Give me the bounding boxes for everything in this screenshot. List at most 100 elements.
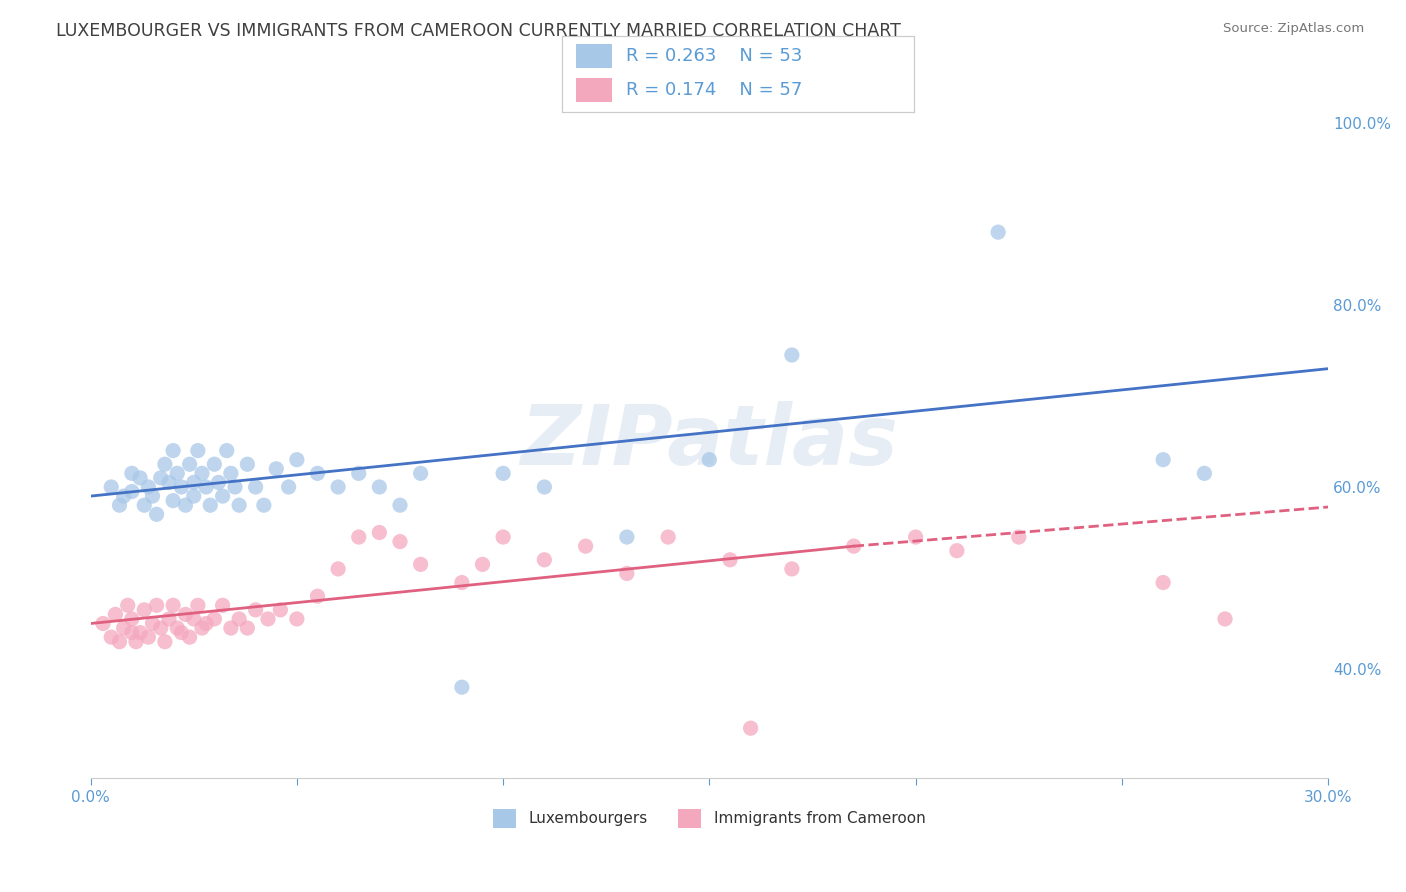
Point xyxy=(183,489,205,503)
Point xyxy=(533,553,555,567)
Point xyxy=(326,480,349,494)
Point xyxy=(492,530,515,544)
Point xyxy=(125,634,148,648)
Point xyxy=(368,480,391,494)
Point xyxy=(616,566,638,581)
Point xyxy=(215,443,238,458)
Point xyxy=(179,457,201,471)
Point xyxy=(699,452,721,467)
Point xyxy=(121,612,143,626)
Point xyxy=(347,467,370,481)
Point xyxy=(409,558,432,572)
Point xyxy=(264,462,287,476)
Point xyxy=(162,599,184,613)
Point xyxy=(162,493,184,508)
Point xyxy=(121,625,143,640)
Point xyxy=(121,484,143,499)
Point xyxy=(388,534,411,549)
Point xyxy=(219,621,242,635)
Point xyxy=(842,539,865,553)
Point xyxy=(183,612,205,626)
Point xyxy=(108,634,131,648)
Point xyxy=(157,475,180,490)
Point xyxy=(616,530,638,544)
Point xyxy=(141,616,163,631)
Point xyxy=(409,467,432,481)
Point xyxy=(104,607,127,622)
Point xyxy=(187,599,209,613)
Point xyxy=(149,471,172,485)
Point xyxy=(145,508,167,522)
Point xyxy=(780,562,803,576)
Point xyxy=(166,467,188,481)
Point xyxy=(157,612,180,626)
FancyBboxPatch shape xyxy=(576,44,612,69)
Point xyxy=(347,530,370,544)
Point xyxy=(200,498,222,512)
Point xyxy=(153,634,176,648)
Point xyxy=(987,225,1010,239)
Text: LUXEMBOURGER VS IMMIGRANTS FROM CAMEROON CURRENTLY MARRIED CORRELATION CHART: LUXEMBOURGER VS IMMIGRANTS FROM CAMEROON… xyxy=(56,22,901,40)
Point xyxy=(245,603,267,617)
Point xyxy=(112,621,135,635)
Point xyxy=(740,721,762,735)
Point xyxy=(211,599,233,613)
Point xyxy=(134,498,156,512)
Point xyxy=(269,603,291,617)
Point xyxy=(138,480,160,494)
Point xyxy=(174,498,197,512)
Point xyxy=(307,467,329,481)
Point xyxy=(245,480,267,494)
Point xyxy=(108,498,131,512)
Point xyxy=(117,599,139,613)
Point xyxy=(149,621,172,635)
Point xyxy=(1194,467,1216,481)
Point xyxy=(236,621,259,635)
Point xyxy=(191,621,214,635)
Point xyxy=(1213,612,1236,626)
FancyBboxPatch shape xyxy=(576,78,612,103)
Point xyxy=(946,543,969,558)
Point xyxy=(1152,575,1174,590)
Point xyxy=(219,467,242,481)
Legend: Luxembourgers, Immigrants from Cameroon: Luxembourgers, Immigrants from Cameroon xyxy=(488,803,931,834)
Point xyxy=(195,616,218,631)
Point xyxy=(195,480,218,494)
Point xyxy=(904,530,927,544)
Point xyxy=(451,575,474,590)
Point xyxy=(170,480,193,494)
Point xyxy=(228,612,250,626)
Point xyxy=(183,475,205,490)
Point xyxy=(471,558,494,572)
Point xyxy=(1152,452,1174,467)
Text: R = 0.263    N = 53: R = 0.263 N = 53 xyxy=(626,47,801,65)
Point xyxy=(575,539,598,553)
Point xyxy=(129,625,152,640)
Point xyxy=(657,530,679,544)
Point xyxy=(1008,530,1031,544)
Point xyxy=(492,467,515,481)
Point xyxy=(207,475,229,490)
Point xyxy=(129,471,152,485)
Point xyxy=(253,498,276,512)
Point xyxy=(388,498,411,512)
Point xyxy=(211,489,233,503)
Text: Source: ZipAtlas.com: Source: ZipAtlas.com xyxy=(1223,22,1364,36)
Point xyxy=(134,603,156,617)
Point xyxy=(236,457,259,471)
Text: ZIPatlas: ZIPatlas xyxy=(520,401,898,483)
Point xyxy=(174,607,197,622)
Point xyxy=(100,480,122,494)
Point xyxy=(141,489,163,503)
Point xyxy=(145,599,167,613)
Point xyxy=(100,630,122,644)
Point xyxy=(368,525,391,540)
Point xyxy=(533,480,555,494)
Point xyxy=(451,680,474,694)
Point xyxy=(187,443,209,458)
Point xyxy=(257,612,280,626)
Point xyxy=(153,457,176,471)
Point xyxy=(285,612,308,626)
Point xyxy=(166,621,188,635)
Point xyxy=(326,562,349,576)
